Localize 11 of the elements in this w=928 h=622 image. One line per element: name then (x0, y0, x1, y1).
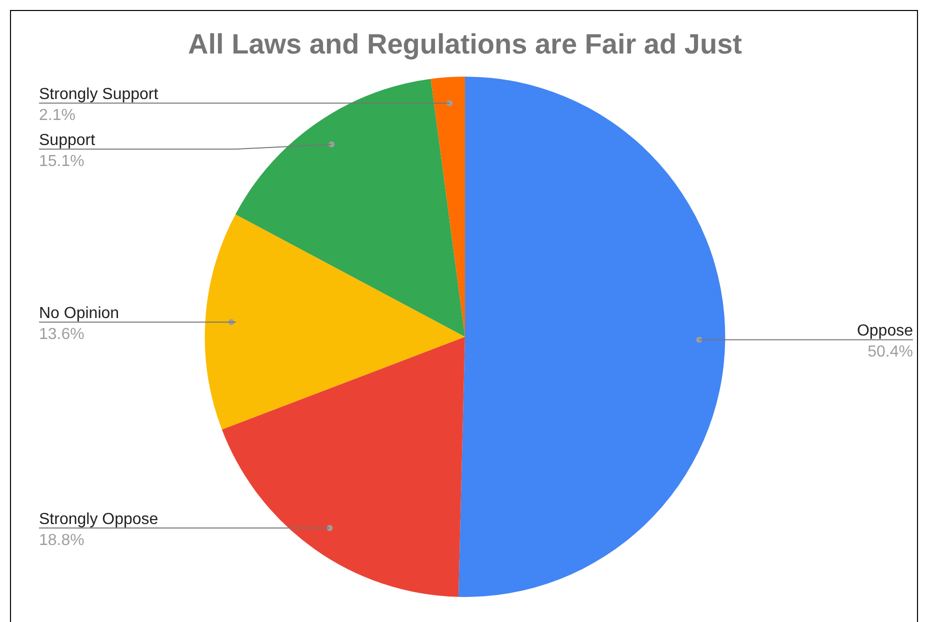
slice-label: Oppose (856, 322, 914, 340)
chart-title: All Laws and Regulations are Fair ad Just (188, 28, 742, 60)
data-label: 13.6% (39, 326, 84, 344)
data-label: 15.1% (39, 153, 84, 170)
data-label: 18.8% (39, 532, 84, 549)
slice-label: No Opinion (39, 305, 120, 322)
data-label: 2.1% (39, 107, 76, 124)
slice-label: Strongly Support (39, 86, 159, 104)
data-label: 50.4% (868, 344, 913, 361)
slice-label: Strongly Oppose (39, 510, 158, 528)
slice-label: Support (39, 132, 96, 150)
